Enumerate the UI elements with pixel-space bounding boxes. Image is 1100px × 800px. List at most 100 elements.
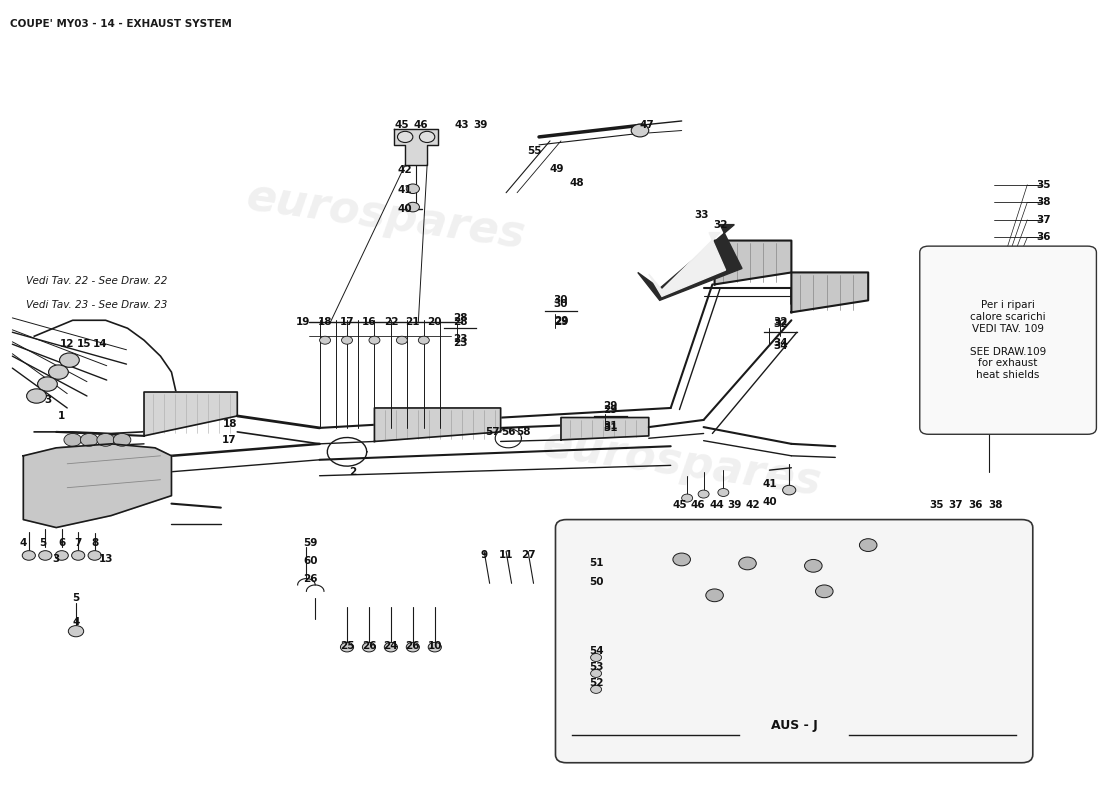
Text: 43: 43 (455, 120, 470, 130)
Text: 8: 8 (91, 538, 98, 549)
Circle shape (80, 434, 98, 446)
Text: 37: 37 (948, 500, 964, 510)
Circle shape (55, 550, 68, 560)
Text: 24: 24 (384, 641, 398, 650)
Text: 31: 31 (603, 422, 617, 431)
Polygon shape (374, 408, 500, 442)
Text: 36: 36 (1036, 232, 1050, 242)
Text: 22: 22 (384, 317, 398, 327)
Text: 46: 46 (691, 500, 705, 510)
Text: 49: 49 (549, 164, 564, 174)
Circle shape (64, 434, 81, 446)
Text: 55: 55 (527, 146, 542, 156)
Text: 29: 29 (553, 317, 569, 327)
Circle shape (419, 131, 435, 142)
Text: eurospares: eurospares (539, 423, 824, 505)
Circle shape (396, 336, 407, 344)
Circle shape (631, 124, 649, 137)
Text: 33: 33 (694, 210, 708, 220)
FancyBboxPatch shape (920, 246, 1097, 434)
Text: 35: 35 (930, 500, 944, 510)
Circle shape (406, 202, 419, 212)
Circle shape (591, 670, 602, 678)
Circle shape (815, 585, 833, 598)
Text: 30: 30 (553, 295, 569, 306)
Text: 48: 48 (569, 178, 584, 188)
Circle shape (397, 131, 412, 142)
Text: COUPE' MY03 - 14 - EXHAUST SYSTEM: COUPE' MY03 - 14 - EXHAUST SYSTEM (10, 19, 232, 29)
Text: Per i ripari
calore scarichi
VEDI TAV. 109

SEE DRAW.109
for exhaust
heat shield: Per i ripari calore scarichi VEDI TAV. 1… (970, 301, 1046, 380)
Circle shape (88, 550, 101, 560)
Text: 29: 29 (603, 405, 617, 414)
Text: 2: 2 (349, 466, 356, 477)
Text: 60: 60 (304, 556, 318, 566)
Circle shape (48, 365, 68, 379)
Text: 57: 57 (485, 427, 501, 437)
Text: 15: 15 (76, 339, 91, 349)
Text: 47: 47 (639, 120, 653, 130)
Text: 6: 6 (58, 538, 65, 549)
Text: 23: 23 (453, 338, 468, 347)
Text: 23: 23 (453, 334, 468, 344)
Text: 19: 19 (296, 317, 310, 327)
Circle shape (368, 336, 379, 344)
Polygon shape (649, 233, 726, 296)
Circle shape (39, 550, 52, 560)
Text: 16: 16 (362, 317, 376, 327)
Circle shape (698, 490, 710, 498)
Text: 18: 18 (222, 419, 236, 429)
Text: Vedi Tav. 22 - See Draw. 22: Vedi Tav. 22 - See Draw. 22 (25, 277, 167, 286)
Polygon shape (791, 273, 868, 312)
Circle shape (384, 642, 397, 652)
Text: 45: 45 (672, 500, 686, 510)
Text: 13: 13 (98, 554, 113, 565)
Circle shape (406, 642, 419, 652)
Text: 29: 29 (553, 316, 569, 326)
Text: 38: 38 (988, 500, 1003, 510)
Circle shape (782, 486, 795, 495)
Circle shape (591, 686, 602, 694)
Circle shape (37, 377, 57, 391)
Polygon shape (715, 241, 791, 285)
Text: 46: 46 (414, 120, 428, 130)
Text: 32: 32 (713, 220, 727, 230)
Circle shape (406, 184, 419, 194)
Text: 14: 14 (92, 339, 108, 349)
Circle shape (673, 553, 691, 566)
Text: 5: 5 (73, 593, 79, 602)
Text: 28: 28 (453, 317, 468, 327)
Text: 27: 27 (520, 550, 536, 561)
Text: 41: 41 (398, 185, 412, 194)
Text: 3: 3 (44, 395, 51, 405)
Circle shape (97, 434, 114, 446)
Circle shape (340, 642, 353, 652)
Text: 50: 50 (588, 577, 603, 586)
Text: 30: 30 (553, 299, 569, 310)
Text: 26: 26 (362, 641, 376, 650)
Circle shape (682, 494, 693, 502)
Polygon shape (394, 129, 438, 165)
Text: 44: 44 (710, 500, 724, 510)
Text: 5: 5 (40, 538, 46, 549)
Polygon shape (144, 392, 238, 436)
Text: 40: 40 (398, 204, 412, 214)
Text: 36: 36 (968, 500, 983, 510)
Text: 54: 54 (588, 646, 604, 656)
Circle shape (320, 336, 331, 344)
Polygon shape (561, 418, 649, 440)
Text: 9: 9 (481, 550, 487, 561)
Text: 29: 29 (603, 401, 617, 410)
Text: 10: 10 (428, 641, 442, 650)
Text: Vedi Tav. 23 - See Draw. 23: Vedi Tav. 23 - See Draw. 23 (25, 300, 167, 310)
Text: 34: 34 (773, 338, 788, 347)
Text: 39: 39 (474, 120, 488, 130)
Text: 58: 58 (516, 427, 531, 437)
Text: 51: 51 (588, 558, 603, 569)
Circle shape (68, 626, 84, 637)
Text: 21: 21 (406, 317, 420, 327)
Circle shape (804, 559, 822, 572)
Text: 59: 59 (304, 538, 318, 549)
Text: eurospares: eurospares (243, 176, 528, 258)
Text: 38: 38 (1036, 198, 1050, 207)
Text: 32: 32 (773, 317, 788, 327)
